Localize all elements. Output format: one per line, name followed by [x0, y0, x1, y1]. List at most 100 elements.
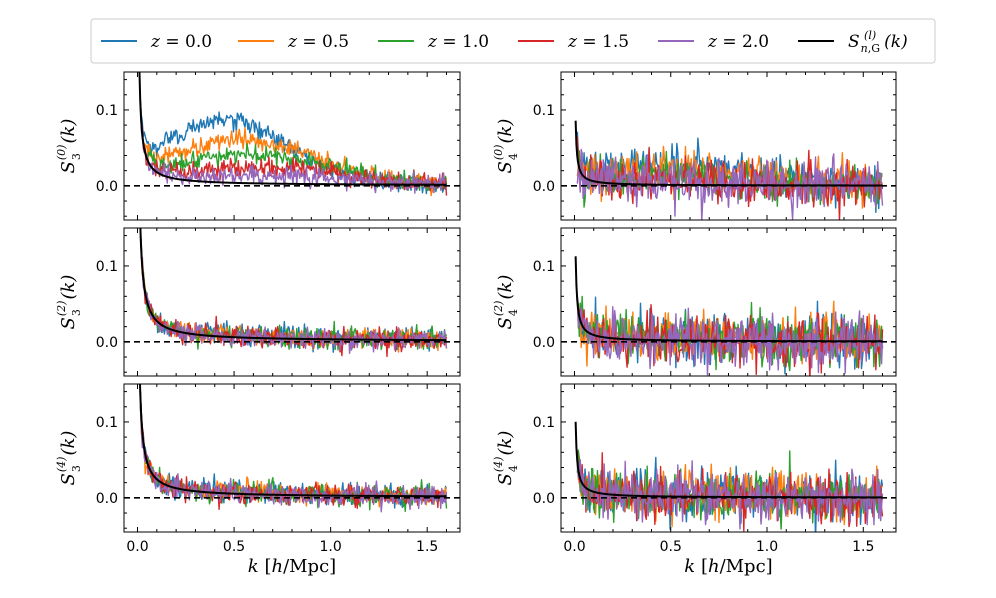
- plot-area: [124, 384, 460, 513]
- panel-S3_4: 0.0 0.1 S3(4)(k) 0.0 0.5 1.0 1.5: [55, 383, 461, 555]
- legend-label-3: z = 1.5: [567, 32, 629, 52]
- y-tick-label: 0.1: [533, 415, 555, 431]
- y-axis-label: S3(2)(k): [55, 275, 83, 330]
- x-tick-label: 1.5: [416, 539, 438, 555]
- x-tick-label: 0.0: [126, 539, 148, 555]
- y-axis-label: S4(0)(k): [492, 119, 520, 174]
- ylabel-argument: (k): [58, 431, 79, 456]
- x-axis-label: k [h/Mpc]: [248, 556, 336, 577]
- legend-label-4: z = 2.0: [707, 32, 769, 52]
- plot-area: [561, 256, 896, 376]
- ylabel-argument: (k): [495, 431, 516, 456]
- plot-area: [561, 120, 896, 220]
- gaussian-line-S4_2: [574, 256, 883, 343]
- gaussian-line-S4_0: [574, 120, 883, 187]
- ylabel-subscript: 3: [70, 465, 83, 472]
- legend-argument: (k): [884, 32, 908, 52]
- series-line-S4_0-z2.0: [576, 148, 884, 220]
- gaussian-line-S3_2: [139, 228, 447, 342]
- legend-subscript: ,G: [868, 42, 880, 55]
- ylabel-subscript: 4: [507, 309, 520, 316]
- x-axis-label: k [h/Mpc]: [684, 556, 772, 577]
- axes-frame: [123, 227, 461, 377]
- x-label-k: k: [248, 556, 259, 577]
- legend-z: z: [707, 32, 718, 52]
- legend-z: z: [150, 32, 161, 52]
- legend-label-5: Sn,G(l) (k): [848, 29, 908, 55]
- y-axis-label: S4(2)(k): [492, 275, 520, 330]
- ylabel-superscript: (2): [492, 301, 505, 317]
- plot-area: [124, 228, 460, 358]
- y-tick-label: 0.1: [96, 103, 118, 119]
- y-tick-label: 0.0: [533, 179, 555, 195]
- panel-S4_2: 0.0 0.1 S4(2)(k): [492, 227, 897, 377]
- panels: 0.00.1S3(0)(k)0.00.1S4(0)(k)0.00.1S3(2)(…: [55, 71, 897, 555]
- ylabel-argument: (k): [495, 119, 516, 144]
- gaussian-line-S3_4: [139, 384, 447, 498]
- legend-z: z: [427, 32, 438, 52]
- ylabel-symbol: S: [58, 161, 79, 173]
- ylabel-argument: (k): [495, 275, 516, 300]
- y-axis-label: S4(4)(k): [492, 431, 520, 486]
- ylabel-subscript: 3: [70, 153, 83, 160]
- panel-S4_4: 0.0 0.1 S4(4)(k) 0.0 0.5 1.0 1.5: [492, 383, 897, 555]
- ylabel-superscript: (4): [492, 457, 505, 473]
- legend-subscript: n: [861, 42, 868, 55]
- x-tick-label: 1.5: [852, 539, 874, 555]
- ylabel-subscript: 4: [507, 153, 520, 160]
- legend-eq: = 2.0: [717, 32, 769, 52]
- x-tick-label: 1.0: [319, 539, 341, 555]
- legend-z: z: [567, 32, 578, 52]
- y-axis-label: S3(4)(k): [55, 431, 83, 486]
- legend-label-1: z = 0.5: [287, 32, 349, 52]
- legend-box: [90, 18, 936, 64]
- ylabel-superscript: (4): [55, 457, 68, 473]
- panel-S3_2: 0.0 0.1 S3(2)(k): [55, 227, 461, 377]
- plot-area: [561, 421, 896, 532]
- x-tick-label: 0.5: [660, 539, 682, 555]
- y-tick-label: 0.0: [96, 179, 118, 195]
- x-label-h: h: [708, 556, 720, 577]
- ylabel-symbol: S: [58, 473, 79, 485]
- legend-label-2: z = 1.0: [427, 32, 489, 52]
- x-tick-label: 0.0: [563, 539, 585, 555]
- legend-eq: = 0.5: [297, 32, 349, 52]
- ylabel-symbol: S: [495, 161, 516, 173]
- legend-z: z: [287, 32, 298, 52]
- ylabel-superscript: (0): [55, 145, 68, 161]
- x-tick-label: 0.5: [223, 539, 245, 555]
- x-label-bracket-open: [: [259, 556, 272, 577]
- legend-label-0: z = 0.0: [150, 32, 212, 52]
- x-label-unit: /Mpc]: [720, 556, 773, 577]
- ylabel-symbol: S: [495, 317, 516, 329]
- x-axis-labels: k [h/Mpc] k [h/Mpc]: [248, 556, 773, 577]
- x-label-unit: /Mpc]: [283, 556, 336, 577]
- legend-superscript: (l): [864, 29, 876, 42]
- ylabel-symbol: S: [58, 317, 79, 329]
- legend: z = 0.0 z = 0.5 z = 1.0 z = 1.5 z = 2.0 Sn,G(…: [90, 18, 936, 64]
- x-label-k: k: [684, 556, 695, 577]
- y-tick-label: 0.1: [96, 259, 118, 275]
- y-tick-label: 0.1: [533, 259, 555, 275]
- y-axis-label: S3(0)(k): [55, 119, 83, 174]
- ylabel-superscript: (2): [55, 301, 68, 317]
- legend-eq: = 1.0: [437, 32, 489, 52]
- gaussian-line-S4_4: [574, 421, 883, 499]
- gaussian-line-S3_0: [138, 72, 447, 186]
- x-tick-label: 1.0: [756, 539, 778, 555]
- y-tick-label: 0.0: [96, 491, 118, 507]
- x-label-h: h: [271, 556, 283, 577]
- plot-area: [124, 72, 460, 197]
- y-tick-label: 0.1: [96, 415, 118, 431]
- legend-eq: = 1.5: [577, 32, 629, 52]
- y-tick-label: 0.0: [533, 491, 555, 507]
- ylabel-subscript: 4: [507, 465, 520, 472]
- panel-S4_0: 0.0 0.1 S4(0)(k): [492, 71, 897, 221]
- ylabel-superscript: (0): [492, 145, 505, 161]
- ylabel-subscript: 3: [70, 309, 83, 316]
- legend-eq: = 0.0: [160, 32, 212, 52]
- ylabel-argument: (k): [58, 119, 79, 144]
- ylabel-symbol: S: [495, 473, 516, 485]
- legend-symbol: S: [848, 32, 860, 52]
